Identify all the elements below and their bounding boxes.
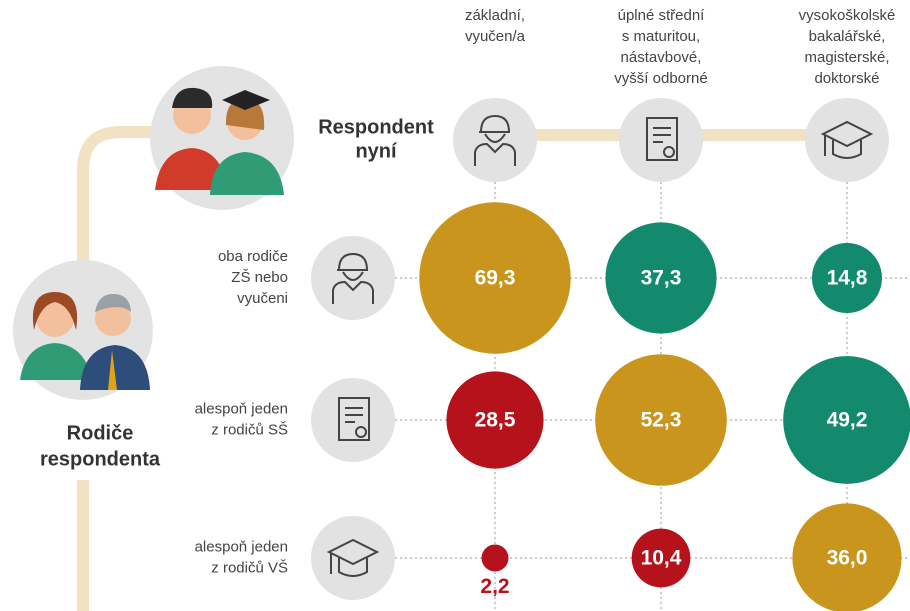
column-label: s maturitou, [622,28,700,45]
value-label: 52,3 [641,409,682,432]
value-label: 2,2 [480,575,509,598]
column-label: magisterské, [804,49,889,66]
icon-circle [453,98,537,182]
icon-circle [311,236,395,320]
row-label: alespoň jeden [195,400,288,417]
icon-circle [619,98,703,182]
value-label: 36,0 [827,547,868,570]
column-label: doktorské [814,70,879,87]
column-label: vysokoškolské [799,7,896,24]
value-label: 14,8 [827,267,868,290]
parents-avatar [13,260,153,400]
value-label: 69,3 [475,267,516,290]
row-label: alespoň jeden [195,538,288,555]
column-title: nyní [355,140,398,162]
row-label: z rodičů VŠ [211,559,288,576]
column-label: úplné střední [618,7,706,24]
row-label: z rodičů SŠ [211,421,288,438]
value-label: 10,4 [641,547,682,570]
bubble [482,545,509,572]
column-label: základní, [465,7,525,24]
chart: Respondentnyní Rodiče respondenta základní… [0,0,910,611]
column-label: vyšší odborné [614,70,707,87]
column-label: bakalářské, [809,28,886,45]
icon-circle [311,378,395,462]
icon-circle [311,516,395,600]
row-label: oba rodiče [218,248,288,265]
value-label: 37,3 [641,267,682,290]
icon-circle [805,98,889,182]
column-title: Respondent [318,116,434,138]
value-label: 28,5 [475,409,516,432]
row-label: vyučeni [237,290,288,307]
row-title: respondenta [40,448,161,470]
column-label: vyučen/a [465,28,526,45]
value-label: 49,2 [827,409,868,432]
row-label: ZŠ nebo [231,269,288,286]
column-label: nástavbové, [621,49,702,66]
respondent-avatar [150,66,294,210]
row-title: Rodiče [67,422,134,444]
